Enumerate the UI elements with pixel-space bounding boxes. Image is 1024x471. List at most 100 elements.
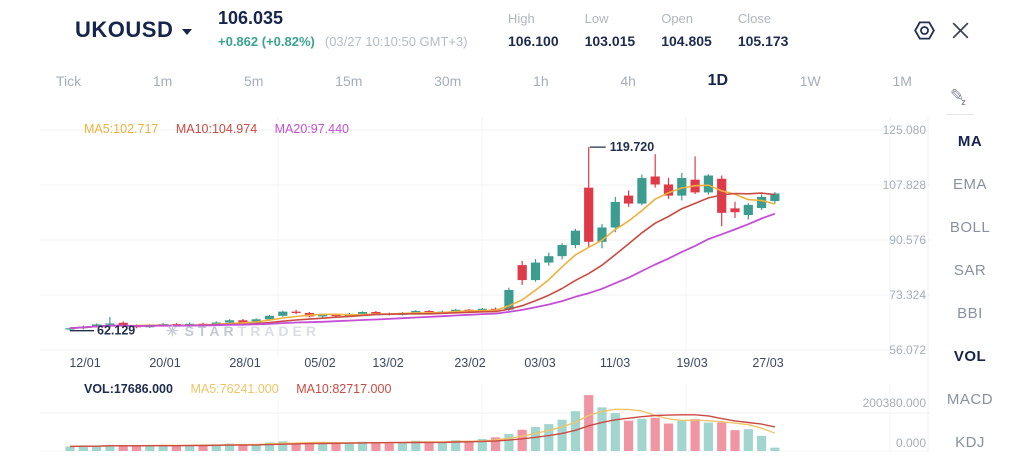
volume-bar[interactable]: [650, 417, 660, 451]
draw-tools-pencil-icon[interactable]: ✎z: [950, 86, 966, 107]
volume-bar[interactable]: [770, 447, 780, 451]
volume-bar[interactable]: [185, 444, 195, 451]
volume-bar[interactable]: [211, 444, 221, 451]
volume-bar[interactable]: [411, 440, 421, 451]
tab-4h[interactable]: 4h: [620, 73, 636, 89]
tab-30m[interactable]: 30m: [434, 73, 462, 89]
volume-bar[interactable]: [504, 433, 514, 451]
candle[interactable]: [517, 260, 527, 285]
indicator-kdj[interactable]: KDJ: [955, 434, 985, 451]
volume-bar[interactable]: [743, 429, 753, 451]
volume-bar[interactable]: [517, 429, 527, 451]
volume-bar[interactable]: [198, 445, 208, 451]
indicator-macd[interactable]: MACD: [946, 391, 994, 408]
volume-bar[interactable]: [158, 445, 168, 451]
candle[interactable]: [530, 259, 541, 282]
volume-bar[interactable]: [570, 411, 580, 451]
tab-1h[interactable]: 1h: [533, 73, 549, 89]
volume-bar[interactable]: [717, 422, 727, 451]
candle[interactable]: [677, 172, 687, 201]
volume-bar[interactable]: [264, 442, 275, 451]
volume-bar[interactable]: [424, 441, 434, 451]
candle[interactable]: [544, 252, 554, 266]
volume-bar[interactable]: [92, 446, 102, 451]
candle[interactable]: [291, 309, 301, 315]
volume-bar[interactable]: [65, 446, 75, 451]
volume-bar[interactable]: [437, 442, 447, 451]
symbol-selector[interactable]: UKOUSD: [75, 17, 193, 43]
volume-bar[interactable]: [477, 439, 487, 451]
candle[interactable]: [610, 196, 620, 233]
indicator-boll[interactable]: BOLL: [949, 219, 991, 236]
volume-bar[interactable]: [105, 444, 115, 451]
candle[interactable]: [650, 154, 660, 188]
volume-bar[interactable]: [624, 420, 634, 451]
candle[interactable]: [743, 203, 753, 220]
volume-bar[interactable]: [610, 413, 620, 451]
candle[interactable]: [557, 243, 567, 260]
volume-bar[interactable]: [304, 442, 314, 451]
candle[interactable]: [757, 194, 767, 210]
volume-bar[interactable]: [637, 418, 647, 451]
volume-bar[interactable]: [358, 441, 368, 451]
volume-bar[interactable]: [145, 445, 155, 451]
candle[interactable]: [584, 147, 594, 247]
candle[interactable]: [730, 201, 740, 218]
volume-bar[interactable]: [251, 443, 261, 451]
candle[interactable]: [637, 174, 647, 206]
volume-bar[interactable]: [663, 423, 674, 451]
volume-bar[interactable]: [344, 442, 354, 451]
volume-bar[interactable]: [584, 395, 594, 451]
close-icon[interactable]: [950, 20, 971, 46]
candle[interactable]: [690, 156, 700, 195]
volume-bar[interactable]: [171, 445, 181, 451]
volume-bar[interactable]: [690, 419, 700, 451]
tab-5m[interactable]: 5m: [244, 73, 264, 89]
volume-bar[interactable]: [78, 445, 88, 451]
candlestick-chart[interactable]: 125.080 107.828 90.576 73.324 56.072 200380.0…: [0, 105, 935, 471]
volume-bar[interactable]: [757, 435, 767, 451]
candle[interactable]: [570, 228, 580, 249]
candle[interactable]: [597, 223, 607, 249]
tab-1m-month[interactable]: 1M: [892, 73, 912, 89]
candles[interactable]: [65, 147, 780, 331]
volume-bar[interactable]: [597, 407, 607, 451]
candle[interactable]: [278, 310, 288, 317]
volume-bar[interactable]: [557, 419, 567, 451]
volume-bar[interactable]: [238, 444, 248, 451]
volume-bar[interactable]: [131, 445, 142, 451]
candle[interactable]: [663, 177, 674, 199]
volume-bars[interactable]: [65, 395, 780, 451]
tab-1d[interactable]: 1D: [707, 72, 729, 89]
volume-bar[interactable]: [491, 437, 501, 451]
settings-icon[interactable]: [912, 18, 937, 48]
volume-bar[interactable]: [118, 445, 128, 451]
volume-bar[interactable]: [397, 441, 408, 451]
volume-bar[interactable]: [703, 422, 713, 451]
volume-bar[interactable]: [291, 443, 301, 451]
volume-bar[interactable]: [384, 443, 394, 451]
volume-bar[interactable]: [530, 426, 541, 451]
indicator-ma[interactable]: MA: [957, 133, 983, 150]
tab-1w[interactable]: 1W: [799, 73, 821, 89]
volume-bar[interactable]: [464, 441, 474, 451]
volume-bar[interactable]: [225, 443, 235, 451]
indicator-ema[interactable]: EMA: [952, 176, 987, 193]
indicator-bbi[interactable]: BBI: [957, 305, 983, 322]
volume-bar[interactable]: [677, 421, 687, 451]
tab-1m[interactable]: 1m: [152, 73, 173, 89]
tab-15m[interactable]: 15m: [335, 73, 363, 89]
volume-bar[interactable]: [371, 442, 381, 451]
candle[interactable]: [717, 175, 727, 227]
volume-bar[interactable]: [451, 440, 461, 451]
volume-bar[interactable]: [278, 441, 288, 451]
indicator-vol[interactable]: VOL: [953, 348, 987, 365]
volume-bar[interactable]: [544, 424, 554, 451]
indicator-sar[interactable]: SAR: [953, 262, 987, 279]
volume-bar[interactable]: [331, 443, 341, 451]
candle[interactable]: [504, 287, 514, 312]
volume-bar[interactable]: [730, 430, 740, 451]
volume-bar[interactable]: [318, 443, 328, 451]
tab-tick[interactable]: Tick: [56, 73, 82, 89]
candle[interactable]: [624, 190, 634, 207]
